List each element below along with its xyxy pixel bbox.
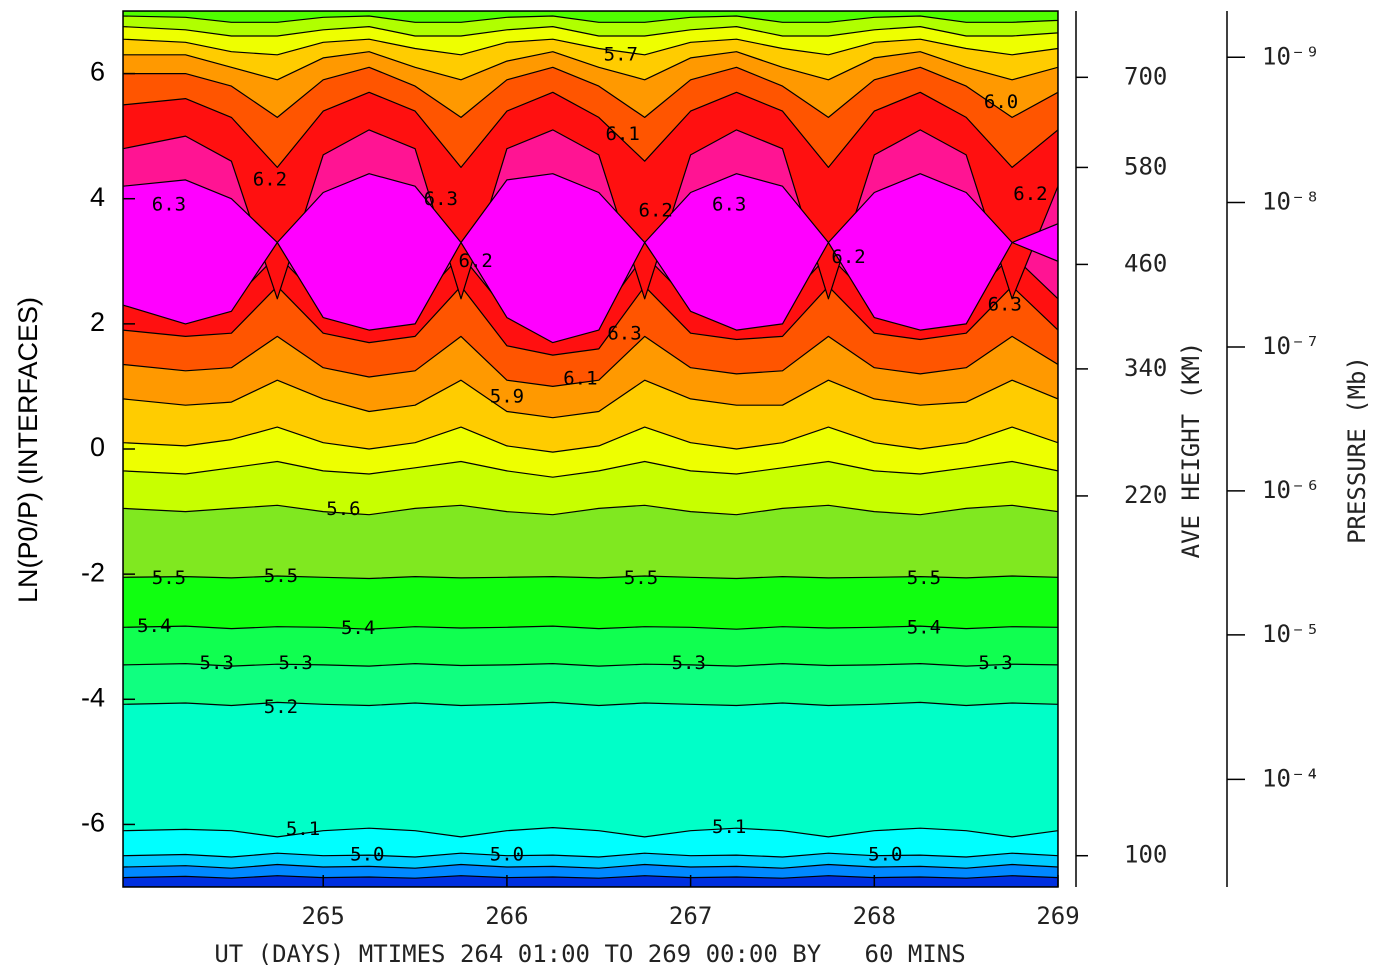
- y-tick-label: 6: [90, 57, 105, 87]
- height-axis-label: AVE HEIGHT (KM): [1177, 342, 1205, 559]
- contour-label: 5.0: [350, 844, 384, 866]
- contour-label: 5.0: [490, 844, 524, 866]
- pressure-tick-label: 10⁻⁸: [1262, 187, 1320, 215]
- pressure-tick-label: 10⁻⁴: [1262, 764, 1320, 792]
- contour-label: 5.3: [200, 652, 234, 674]
- contour-label: 6.3: [424, 188, 458, 210]
- x-tick-label: 267: [669, 902, 712, 930]
- contour-label: 5.5: [152, 567, 186, 589]
- contour-label: 5.1: [286, 818, 320, 840]
- contour-label: 6.1: [563, 367, 597, 389]
- pressure-tick-label: 10⁻⁷: [1262, 332, 1320, 360]
- height-tick-label: 580: [1124, 152, 1167, 180]
- contour-band: [123, 173, 1058, 344]
- x-tick-label: 269: [1036, 902, 1079, 930]
- plot-area: [123, 11, 1058, 887]
- contour-label: 6.2: [831, 246, 865, 268]
- contour-label: 5.2: [264, 696, 298, 718]
- contour-label: 5.9: [490, 386, 524, 408]
- contour-label: 5.7: [604, 43, 638, 65]
- contour-label: 6.0: [984, 91, 1018, 113]
- contour-label: 5.5: [907, 567, 941, 589]
- height-tick-label: 700: [1124, 62, 1167, 90]
- contour-label: 6.3: [607, 322, 641, 344]
- contour-label: 6.3: [712, 193, 746, 215]
- contour-label: 5.4: [137, 615, 171, 637]
- y-tick-label: 4: [90, 182, 105, 212]
- contour-label: 5.4: [907, 616, 941, 638]
- contour-label: 6.2: [459, 250, 493, 272]
- pressure-tick-label: 10⁻⁶: [1262, 476, 1320, 504]
- contour-label: 5.3: [672, 652, 706, 674]
- contour-band: [123, 11, 1058, 23]
- contour-label: 6.2: [253, 168, 287, 190]
- x-tick-label: 266: [485, 902, 528, 930]
- y-tick-label: 0: [90, 432, 105, 462]
- contour-label: 5.3: [978, 652, 1012, 674]
- contour-label: 5.5: [264, 565, 298, 587]
- height-tick-label: 460: [1124, 249, 1167, 277]
- y-axis-label: LN(P0/P) (INTERFACES): [13, 297, 43, 603]
- contour-label: 5.5: [624, 567, 658, 589]
- contour-label: 5.3: [279, 652, 313, 674]
- y-tick-label: 2: [90, 307, 105, 337]
- pressure-axis-label: PRESSURE (Mb): [1343, 356, 1371, 544]
- y-tick-label: -4: [81, 682, 105, 712]
- y-tick-label: -6: [81, 808, 105, 838]
- contour-label: 6.2: [639, 200, 673, 222]
- height-tick-label: 340: [1124, 354, 1167, 382]
- x-axis-label: UT (DAYS) MTIMES 264 01:00 TO 269 00:00 …: [214, 940, 965, 968]
- contour-label: 6.2: [1013, 183, 1047, 205]
- contour-label: 6.1: [605, 123, 639, 145]
- contour-label: 5.4: [341, 617, 375, 639]
- contour-label: 6.3: [988, 294, 1022, 316]
- height-tick-label: 100: [1124, 841, 1167, 869]
- contour-label: 5.6: [326, 498, 360, 520]
- pressure-tick-label: 10⁻⁹: [1262, 42, 1320, 70]
- x-tick-label: 265: [302, 902, 345, 930]
- pressure-tick-label: 10⁻⁵: [1262, 620, 1320, 648]
- y-tick-label: -2: [81, 557, 105, 587]
- x-tick-label: 268: [853, 902, 896, 930]
- height-tick-label: 220: [1124, 481, 1167, 509]
- contour-label: 6.3: [152, 193, 186, 215]
- contour-label: 5.1: [712, 816, 746, 838]
- contour-label: 5.0: [868, 844, 902, 866]
